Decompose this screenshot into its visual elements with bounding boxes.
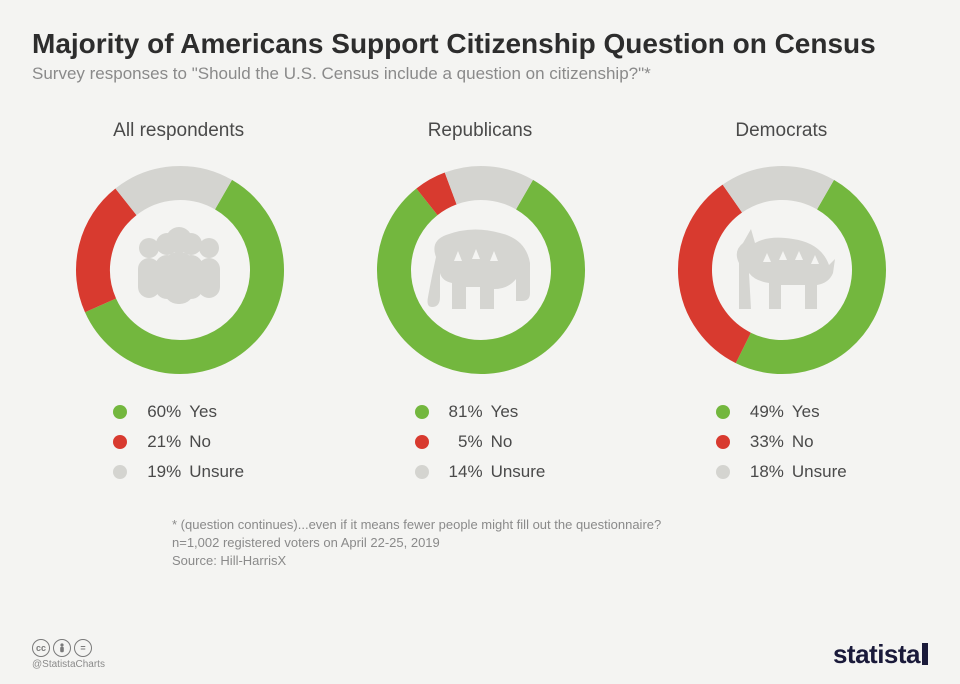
- legend-row: 18% Unsure: [716, 462, 847, 482]
- legend-percent: 18%: [740, 462, 784, 482]
- cc-icon: cc: [32, 639, 50, 657]
- footnote-line: * (question continues)...even if it mean…: [172, 516, 928, 534]
- legend-percent: 81%: [439, 402, 483, 422]
- legend-percent: 49%: [740, 402, 784, 422]
- legend-dot: [113, 435, 127, 449]
- legend-label: Yes: [491, 402, 519, 422]
- legend-percent: 14%: [439, 462, 483, 482]
- legend-percent: 60%: [137, 402, 181, 422]
- legend-row: 81% Yes: [415, 402, 546, 422]
- statista-logo: statista: [833, 639, 928, 670]
- page-title: Majority of Americans Support Citizenshi…: [32, 28, 928, 60]
- donut-chart: [672, 160, 890, 378]
- legend-label: No: [792, 432, 814, 452]
- legend-row: 33% No: [716, 432, 847, 452]
- cc-license: cc = @StatistaCharts: [32, 639, 105, 670]
- legend-label: Unsure: [491, 462, 546, 482]
- legend-label: Unsure: [792, 462, 847, 482]
- legend-dot: [415, 465, 429, 479]
- chart-title: Republicans: [428, 120, 533, 142]
- legend: 49% Yes 33% No 18% Unsure: [716, 402, 847, 482]
- legend-dot: [415, 435, 429, 449]
- legend-row: 60% Yes: [113, 402, 244, 422]
- legend-dot: [415, 405, 429, 419]
- chart-block: All respondents 60% Yes 21% No 19% Unsur…: [40, 120, 317, 482]
- legend-label: Yes: [189, 402, 217, 422]
- legend-row: 49% Yes: [716, 402, 847, 422]
- page-subtitle: Survey responses to "Should the U.S. Cen…: [32, 64, 928, 84]
- legend-percent: 19%: [137, 462, 181, 482]
- donkey-icon: [721, 221, 841, 317]
- legend-dot: [113, 465, 127, 479]
- elephant-icon: [422, 223, 538, 315]
- legend-dot: [716, 405, 730, 419]
- charts-row: All respondents 60% Yes 21% No 19% Unsur…: [32, 120, 928, 482]
- legend-label: No: [491, 432, 513, 452]
- legend-dot: [716, 465, 730, 479]
- footer: cc = @StatistaCharts statista: [32, 639, 928, 670]
- legend: 81% Yes 5% No 14% Unsure: [415, 402, 546, 482]
- legend-percent: 33%: [740, 432, 784, 452]
- legend-row: 14% Unsure: [415, 462, 546, 482]
- chart-block: Republicans 81% Yes 5% No 14% Unsure: [341, 120, 618, 482]
- donut-chart: [70, 160, 288, 378]
- legend-label: Unsure: [189, 462, 244, 482]
- chart-title: Democrats: [735, 120, 827, 142]
- nd-icon: =: [74, 639, 92, 657]
- legend-label: Yes: [792, 402, 820, 422]
- people-icon: [127, 222, 231, 316]
- footnote-line: Source: Hill-HarrisX: [172, 552, 928, 570]
- by-icon: [53, 639, 71, 657]
- legend-dot: [716, 435, 730, 449]
- legend-row: 21% No: [113, 432, 244, 452]
- legend-label: No: [189, 432, 211, 452]
- footnote: * (question continues)...even if it mean…: [172, 516, 928, 571]
- legend: 60% Yes 21% No 19% Unsure: [113, 402, 244, 482]
- chart-block: Democrats 49% Yes 33% No 18% Unsure: [643, 120, 920, 482]
- legend-percent: 5%: [439, 432, 483, 452]
- legend-dot: [113, 405, 127, 419]
- chart-title: All respondents: [113, 120, 244, 142]
- infographic-root: Majority of Americans Support Citizenshi…: [0, 0, 960, 684]
- legend-row: 19% Unsure: [113, 462, 244, 482]
- cc-icons: cc =: [32, 639, 105, 657]
- legend-row: 5% No: [415, 432, 546, 452]
- legend-percent: 21%: [137, 432, 181, 452]
- donut-chart: [371, 160, 589, 378]
- handle: @StatistaCharts: [32, 659, 105, 670]
- footnote-line: n=1,002 registered voters on April 22-25…: [172, 534, 928, 552]
